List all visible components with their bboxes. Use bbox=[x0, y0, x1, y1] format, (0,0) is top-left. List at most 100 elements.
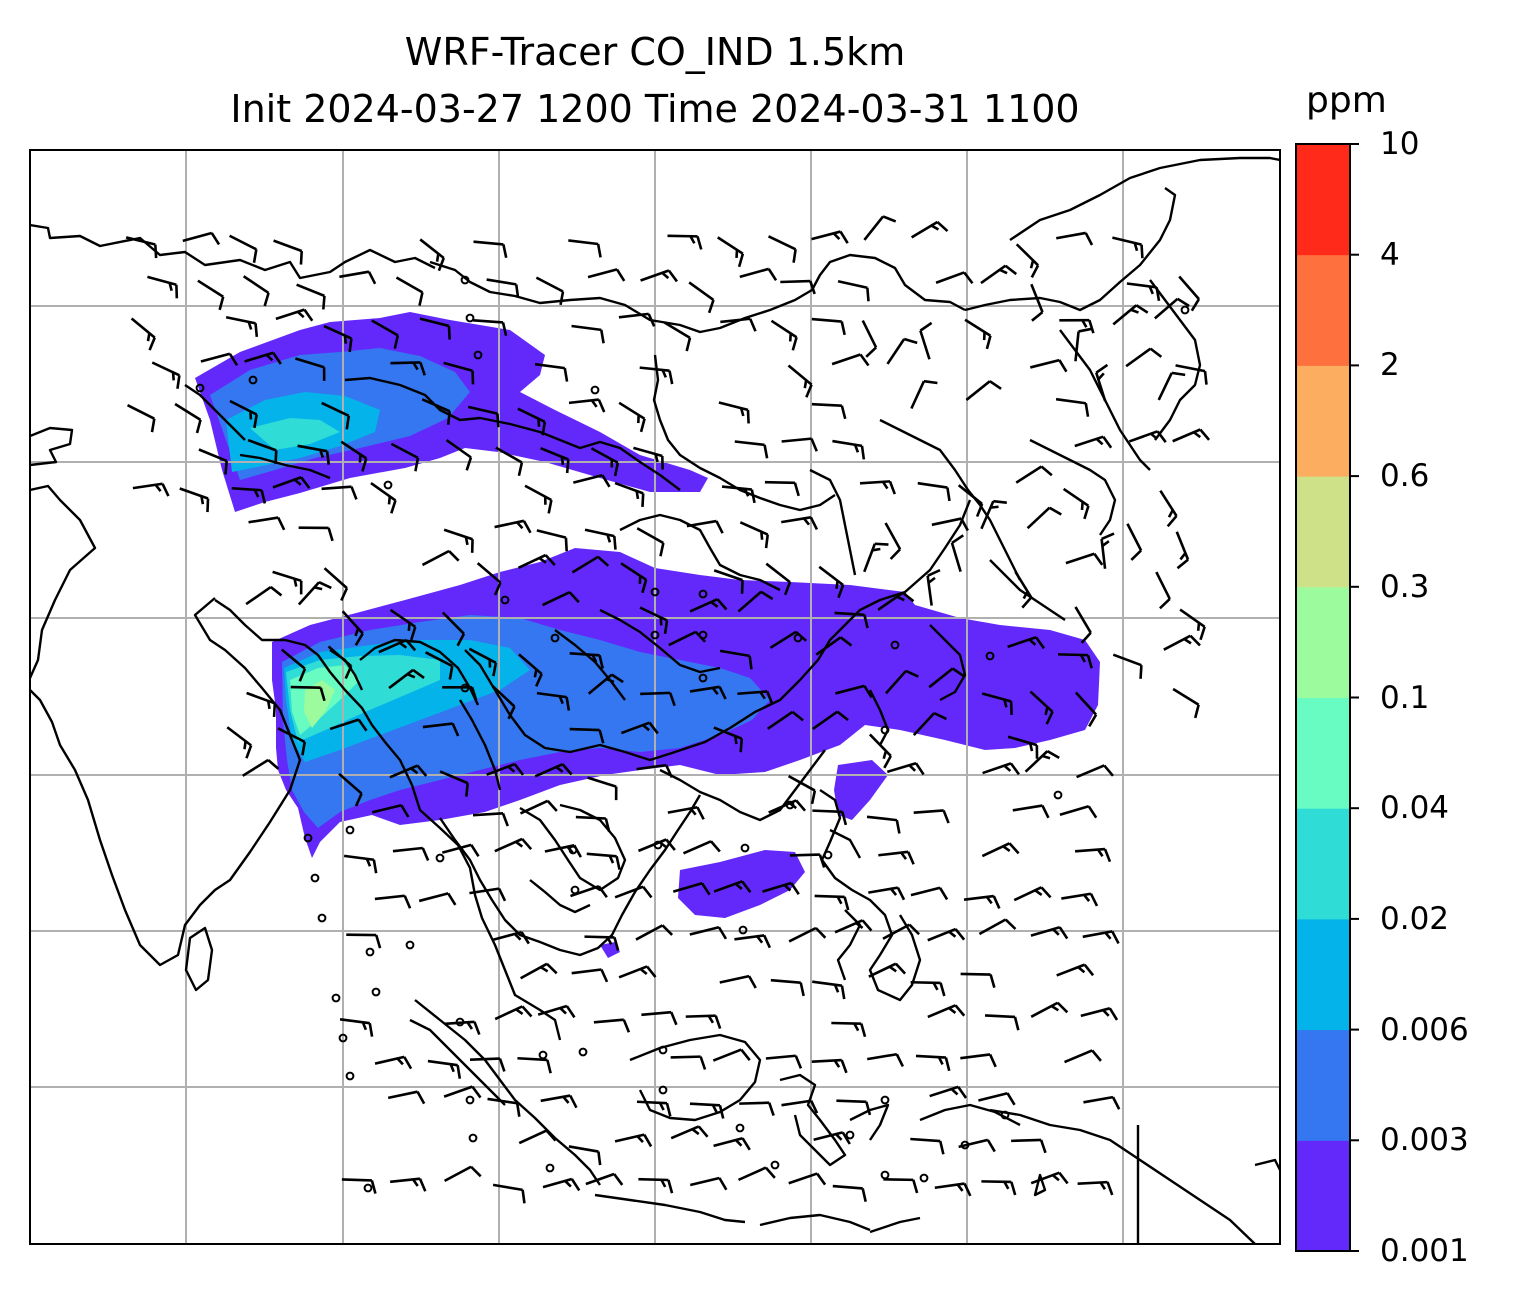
wind-barb-staff bbox=[378, 638, 407, 654]
wind-barb-feather bbox=[1050, 1004, 1060, 1012]
wind-barb-staff bbox=[910, 220, 939, 239]
wind-barb-feather bbox=[763, 444, 769, 459]
wind-barb bbox=[573, 473, 611, 488]
wind-barb-staff bbox=[981, 692, 1012, 703]
wind-barb-feather bbox=[696, 806, 705, 820]
wind-barb-feather bbox=[558, 695, 564, 705]
wind-barb-feather bbox=[272, 351, 282, 365]
wind-barb-staff bbox=[910, 1137, 941, 1143]
wind-barb-feather bbox=[735, 249, 739, 259]
wind-barb-staff bbox=[1074, 606, 1092, 634]
wind-barb bbox=[1007, 735, 1039, 759]
wind-barb-feather bbox=[948, 930, 957, 938]
wind-barb-staff bbox=[812, 710, 839, 730]
wind-barb bbox=[637, 838, 676, 853]
wind-barb-staff bbox=[713, 726, 743, 740]
wind-barb bbox=[518, 1129, 557, 1145]
wind-barb-feather bbox=[218, 296, 225, 311]
wind-barb-feather bbox=[1203, 370, 1208, 385]
wind-barb-feather bbox=[357, 718, 368, 732]
wind-barb-staff bbox=[618, 965, 648, 979]
wind-barb-staff bbox=[965, 380, 991, 401]
wind-barb-staff bbox=[834, 919, 864, 934]
wind-barb-feather bbox=[1083, 505, 1090, 520]
wind-barb-feather bbox=[741, 1137, 751, 1151]
wind-barb-feather bbox=[161, 483, 170, 497]
wind-barb-feather bbox=[888, 965, 897, 973]
wind-barb-feather bbox=[1093, 552, 1104, 566]
wind-barb bbox=[341, 610, 364, 646]
wind-barb-feather bbox=[762, 934, 772, 949]
wind-barb-staff bbox=[587, 268, 618, 279]
wind-barb bbox=[765, 562, 792, 596]
wind-barb-feather bbox=[266, 700, 271, 710]
wind-barb bbox=[1030, 925, 1069, 940]
wind-barb-feather bbox=[810, 438, 818, 452]
wind-barb-staff bbox=[718, 401, 749, 412]
wind-barb-feather bbox=[739, 738, 744, 753]
wind-barb-staff bbox=[835, 684, 865, 695]
wind-barb bbox=[272, 476, 311, 489]
wind-barb-feather bbox=[927, 576, 936, 584]
wind-barb-feather bbox=[900, 851, 908, 860]
calm-wind-circle bbox=[740, 843, 750, 853]
wind-barb-feather bbox=[788, 802, 797, 810]
wind-barb bbox=[387, 1090, 426, 1105]
wind-barb-feather bbox=[795, 630, 808, 642]
coastline-segment bbox=[1254, 1158, 1280, 1171]
wind-barb bbox=[340, 440, 368, 472]
wind-barb-staff bbox=[535, 276, 564, 293]
wind-barb-feather bbox=[1140, 244, 1144, 259]
wind-barb-feather bbox=[670, 1011, 678, 1026]
wind-barb bbox=[130, 317, 156, 351]
wind-barb-feather bbox=[562, 1095, 570, 1104]
wind-barb-feather bbox=[1084, 232, 1094, 246]
wind-barb-staff bbox=[1012, 804, 1043, 812]
wind-barb-feather bbox=[303, 308, 314, 322]
coastline-segment bbox=[829, 828, 862, 859]
wind-barb-feather bbox=[206, 498, 210, 513]
wind-barb-feather bbox=[418, 292, 424, 306]
wind-barb-feather bbox=[833, 1059, 841, 1068]
wind-barb-feather bbox=[1176, 558, 1189, 570]
wind-barb-feather bbox=[1166, 515, 1178, 528]
wind-barb bbox=[716, 236, 745, 268]
coastline-segment bbox=[439, 794, 702, 957]
wind-barb-feather bbox=[1106, 1181, 1114, 1196]
wind-barb-feather bbox=[513, 763, 525, 776]
wind-barb-feather bbox=[697, 1125, 709, 1138]
wind-barb-feather bbox=[464, 536, 469, 546]
wind-barb-feather bbox=[253, 489, 260, 498]
wind-barb-feather bbox=[699, 1056, 707, 1070]
wind-barb bbox=[1074, 691, 1098, 728]
wind-barb-staff bbox=[620, 721, 650, 735]
wind-barb-feather bbox=[507, 765, 516, 773]
wind-barb-feather bbox=[496, 413, 500, 428]
wind-barb-feather bbox=[293, 578, 298, 587]
wind-barb-feather bbox=[471, 370, 475, 385]
wind-barb-feather bbox=[200, 495, 205, 505]
wind-barb bbox=[781, 437, 818, 452]
wind-barb-feather bbox=[265, 353, 274, 362]
coastline-segment bbox=[989, 1108, 1256, 1244]
wind-barb-feather bbox=[874, 542, 889, 546]
wind-barb-feather bbox=[988, 1053, 997, 1068]
wind-barb bbox=[927, 1004, 966, 1019]
wind-barb-staff bbox=[637, 838, 667, 853]
wind-barb bbox=[913, 809, 950, 824]
wind-barb-staff bbox=[1057, 653, 1089, 657]
wind-barb bbox=[910, 980, 946, 997]
calm-wind-circle bbox=[735, 1123, 745, 1133]
wind-barb-staff bbox=[1007, 735, 1038, 747]
wind-barb-feather bbox=[421, 847, 430, 862]
wind-barb bbox=[1057, 653, 1093, 669]
wind-barb-staff bbox=[273, 239, 303, 253]
wind-barb-staff bbox=[767, 235, 797, 251]
wind-barb bbox=[472, 812, 509, 827]
colorbar-tick-label: 4 bbox=[1380, 236, 1400, 273]
wind-barb-staff bbox=[877, 591, 904, 611]
wind-barb-feather bbox=[419, 362, 426, 376]
wind-barb-feather bbox=[319, 687, 326, 702]
wind-barb bbox=[542, 1177, 581, 1192]
wind-barb bbox=[713, 1136, 751, 1151]
